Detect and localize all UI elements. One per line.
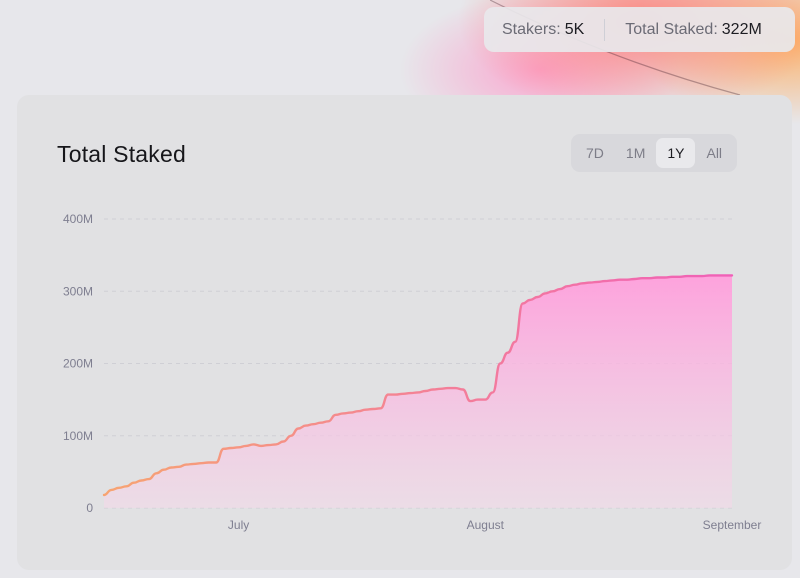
series-line	[102, 274, 734, 497]
x-tick-label: August	[467, 518, 505, 532]
tab-1y[interactable]: 1Y	[656, 138, 696, 168]
y-tick-label: 300M	[63, 284, 93, 298]
x-tick-label: September	[703, 518, 762, 532]
tab-1m[interactable]: 1M	[625, 145, 646, 161]
stats-summary: Stakers: 5K Total Staked: 322M	[484, 7, 795, 52]
stat-divider	[604, 18, 606, 41]
total-staked-card: Total Staked 7D 1M 1Y All 0 100M 200M 300M 4…	[17, 95, 792, 570]
total-staked-chart: 0 100M 200M 300M 400M July August September	[63, 212, 761, 532]
stakers-label: Stakers:	[502, 20, 561, 38]
tab-7d[interactable]: 7D	[586, 145, 604, 161]
total-staked-value: 322M	[721, 20, 762, 38]
series-area	[104, 275, 732, 508]
tab-all[interactable]: All	[706, 145, 723, 161]
x-tick-label: July	[228, 518, 249, 532]
total-staked-stat: Total Staked: 322M	[625, 21, 762, 39]
total-staked-label: Total Staked:	[625, 20, 718, 38]
stakers-value: 5K	[564, 20, 585, 38]
y-tick-label: 100M	[63, 429, 93, 443]
stakers-stat: Stakers: 5K	[502, 21, 584, 39]
y-axis-ticks: 0 100M 200M 300M 400M	[63, 212, 93, 515]
y-tick-label: 400M	[63, 212, 93, 226]
y-tick-label: 0	[86, 501, 93, 515]
x-axis-ticks: July August September	[228, 518, 761, 532]
y-tick-label: 200M	[63, 357, 93, 371]
card-title: Total Staked	[57, 141, 186, 167]
range-tabs: 7D 1M 1Y All	[571, 134, 738, 172]
